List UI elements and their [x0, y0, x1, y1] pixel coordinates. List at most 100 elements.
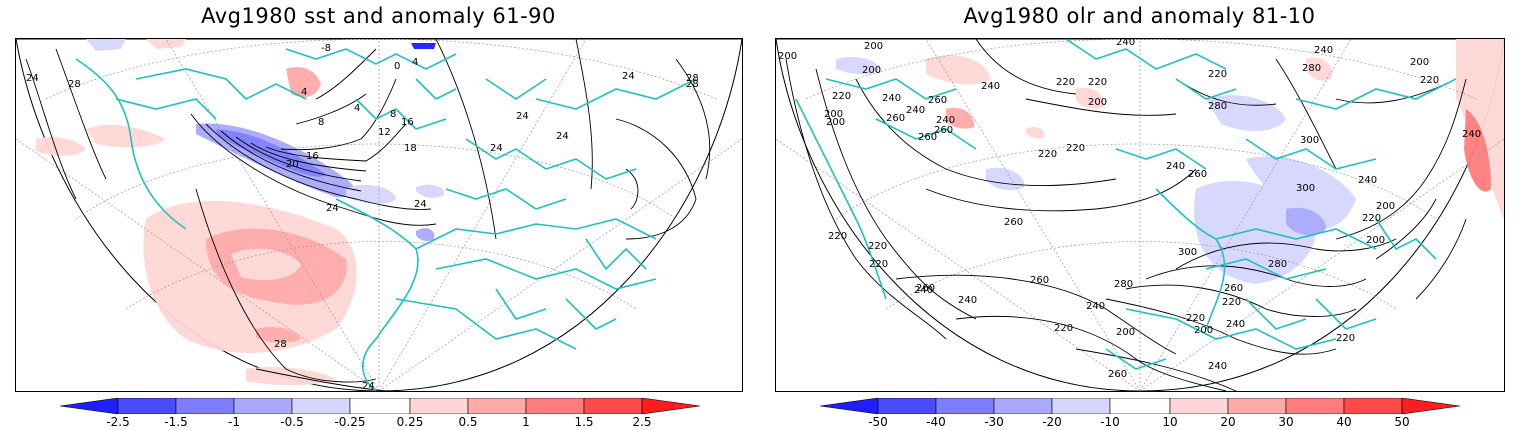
- contour-label: 260: [1224, 283, 1243, 294]
- contour-label: 220: [1336, 333, 1355, 344]
- contour-label: 240: [882, 93, 901, 104]
- contour-label: 280: [1268, 259, 1287, 270]
- colorbar-tick-label: -2.5: [106, 415, 130, 429]
- contour-label: 240: [1462, 129, 1481, 140]
- contour-label: 220: [828, 231, 847, 242]
- olr-anomaly-map: 200 200 200 220 200 240 260 240 240 260 …: [775, 38, 1505, 392]
- contour-label: 24: [26, 73, 39, 84]
- contour-label: -8: [321, 43, 331, 54]
- contour-label: 24: [516, 111, 529, 122]
- contour-label: 200: [864, 41, 883, 52]
- colorbar-tick-label: -1: [228, 415, 240, 429]
- contour-label: 200: [862, 65, 881, 76]
- contour-label: 28: [686, 73, 699, 84]
- contour-label: 240: [914, 285, 933, 296]
- contour-label: 240: [1226, 319, 1245, 330]
- colorbar-tick-label: 20: [1220, 415, 1236, 429]
- olr-panel-title: Avg1980 olr and anomaly 81-10: [963, 4, 1316, 28]
- contour-label: 12: [378, 127, 391, 138]
- contour-label: 20: [286, 159, 299, 170]
- contour-label: 200: [1410, 57, 1429, 68]
- contour-label: 240: [936, 115, 955, 126]
- contour-label: 220: [868, 241, 887, 252]
- contour-label: 4: [354, 103, 360, 114]
- colorbar-tick-label: 2.5: [632, 415, 652, 429]
- colorbar-tick-label: -20: [1042, 415, 1062, 429]
- colorbar-tick-label: 1: [522, 415, 530, 429]
- contour-label: 240: [1208, 361, 1227, 372]
- contour-label: 220: [869, 259, 888, 270]
- colorbar-tick-label: -30: [984, 415, 1004, 429]
- contour-label: 260: [916, 283, 935, 294]
- colorbar-tick-label: 40: [1336, 415, 1352, 429]
- contour-label: 240: [1086, 301, 1105, 312]
- sst-contours: [25, 39, 711, 391]
- colorbar-tick-label: -1.5: [164, 415, 188, 429]
- contour-label: 220: [1362, 213, 1381, 224]
- contour-label: 260: [1030, 275, 1049, 286]
- contour-label: 240: [906, 105, 925, 116]
- contour-label: 240: [1358, 175, 1377, 186]
- contour-label: 300: [1296, 183, 1315, 194]
- contour-label: 0: [394, 61, 400, 72]
- contour-label: 200: [826, 117, 845, 128]
- contour-label: 260: [1108, 369, 1127, 380]
- contour-label: 28: [686, 79, 699, 90]
- contour-label: 220: [1066, 143, 1085, 154]
- contour-label: 24: [414, 199, 427, 210]
- contour-label: 16: [306, 151, 319, 162]
- sst-anomaly-map: 24 28 28 28 24 24 20 16 12 8 8 4 4 0 4 -…: [15, 38, 743, 392]
- colorbar-tick-label: 10: [1162, 415, 1178, 429]
- contour-label: 240: [1166, 161, 1185, 172]
- contour-label: 260: [886, 113, 905, 124]
- olr-colorbar: [820, 398, 1460, 414]
- contour-label: 24: [622, 71, 635, 82]
- contour-label: 28: [274, 339, 287, 350]
- contour-label: 220: [1038, 149, 1057, 160]
- colorbar-tick-label: -0.5: [280, 415, 304, 429]
- contour-label: 220: [1186, 313, 1205, 324]
- contour-label: 16: [401, 117, 414, 128]
- contour-label: 200: [824, 109, 843, 120]
- colorbar-arrow-high: [641, 398, 700, 414]
- colorbar-tick-label: -0.25: [334, 415, 366, 429]
- colorbar-tick-label: 0.5: [458, 415, 478, 429]
- olr-contour-labels: 200 200 200 220 200 240 260 240 240 260 …: [778, 39, 1481, 380]
- sst-anomaly-shading: [36, 39, 445, 386]
- contour-label: 240: [958, 295, 977, 306]
- contour-label: 200: [778, 51, 797, 62]
- contour-label: 220: [1088, 77, 1107, 88]
- olr-map-graphic: 200 200 200 220 200 240 260 240 240 260 …: [776, 39, 1504, 391]
- colorbar-tick-label: -40: [926, 415, 946, 429]
- contour-label: 24: [556, 131, 569, 142]
- sst-map-graphic: 24 28 28 28 24 24 20 16 12 8 8 4 4 0 4 -…: [16, 39, 742, 391]
- contour-label: 200: [1088, 97, 1107, 108]
- contour-label: 300: [1178, 247, 1197, 258]
- contour-label: 280: [1208, 101, 1227, 112]
- contour-label: 24: [326, 203, 339, 214]
- sst-panel-title: Avg1980 sst and anomaly 61-90: [201, 4, 556, 28]
- contour-label: 8: [390, 109, 396, 120]
- contour-label: 220: [1054, 323, 1073, 334]
- contour-label: 200: [1116, 327, 1135, 338]
- contour-label: 220: [1420, 75, 1439, 86]
- colorbar-tick-label: -10: [1100, 415, 1120, 429]
- colorbar-tick-label: 0.25: [396, 415, 424, 429]
- colorbar-arrow-low: [60, 398, 119, 414]
- contour-label: 200: [1194, 325, 1213, 336]
- contour-label: 260: [1004, 217, 1023, 228]
- contour-label: 240: [1314, 45, 1333, 56]
- contour-label: 220: [832, 91, 851, 102]
- contour-label: 24: [362, 381, 375, 391]
- contour-label: 260: [934, 125, 953, 136]
- sst-coastlines: [75, 48, 697, 391]
- contour-label: 200: [1366, 235, 1385, 246]
- sst-contour-labels: 24 28 28 28 24 24 20 16 12 8 8 4 4 0 4 -…: [26, 43, 699, 391]
- contour-label: 24: [490, 143, 503, 154]
- colorbar-tick-label: -50: [868, 415, 888, 429]
- contour-label: 18: [404, 143, 417, 154]
- colorbar-arrow-low: [820, 398, 879, 414]
- contour-label: 4: [412, 57, 418, 68]
- colorbar-tick-label: 1.5: [574, 415, 594, 429]
- contour-label: 220: [1208, 69, 1227, 80]
